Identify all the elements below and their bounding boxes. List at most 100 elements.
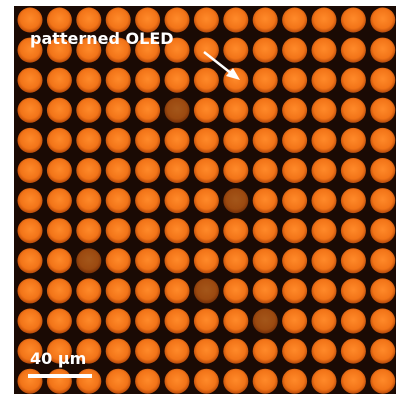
oled-pixel: [312, 38, 337, 63]
oled-pixel: [223, 8, 248, 33]
oled-pixel: [370, 158, 395, 183]
oled-pixel: [194, 218, 219, 243]
oled-pixel: [47, 128, 72, 153]
oled-pixel: [253, 8, 278, 33]
oled-pixel: [165, 369, 190, 394]
oled-pixel: [165, 188, 190, 213]
oled-pixel: [76, 188, 101, 213]
oled-pixel: [47, 188, 72, 213]
oled-pixel: [282, 218, 307, 243]
oled-pixel: [135, 278, 160, 303]
oled-pixel: [282, 188, 307, 213]
oled-pixel: [370, 98, 395, 123]
oled-pixel: [370, 369, 395, 394]
oled-pixel: [370, 278, 395, 303]
oled-pixel: [18, 68, 43, 93]
oled-pixel: [76, 369, 101, 394]
oled-pixel: [282, 158, 307, 183]
oled-pixel: [282, 68, 307, 93]
oled-pixel: [194, 158, 219, 183]
oled-pixel: [165, 128, 190, 153]
oled-pixel: [341, 339, 366, 364]
oled-pixel: [135, 128, 160, 153]
oled-pixel: [165, 309, 190, 334]
oled-pixel: [370, 339, 395, 364]
oled-pixel: [312, 218, 337, 243]
oled-pixel: [223, 128, 248, 153]
oled-pixel: [18, 218, 43, 243]
oled-pixel: [106, 339, 131, 364]
oled-pixel: [370, 309, 395, 334]
oled-pixel: [18, 128, 43, 153]
oled-pixel: [282, 8, 307, 33]
oled-pixel: [282, 38, 307, 63]
oled-pixel: [165, 98, 190, 123]
oled-pixel: [18, 98, 43, 123]
oled-pixel: [194, 309, 219, 334]
oled-pixel: [194, 278, 219, 303]
oled-pixel: [165, 248, 190, 273]
oled-pixel: [223, 158, 248, 183]
oled-pixel: [47, 278, 72, 303]
oled-pixel: [47, 218, 72, 243]
oled-pixel: [341, 369, 366, 394]
oled-pixel: [341, 158, 366, 183]
oled-pixel: [282, 309, 307, 334]
oled-pixel: [370, 8, 395, 33]
oled-pixel: [76, 98, 101, 123]
oled-pixel: [47, 248, 72, 273]
oled-pixel: [76, 158, 101, 183]
oled-pixel: [194, 188, 219, 213]
oled-pixel: [18, 188, 43, 213]
oled-pixel: [370, 188, 395, 213]
oled-pixel: [194, 8, 219, 33]
oled-pixel: [253, 248, 278, 273]
oled-pixel: [312, 8, 337, 33]
oled-pixel: [253, 98, 278, 123]
oled-pixel: [341, 309, 366, 334]
oled-pixel: [165, 218, 190, 243]
oled-pixel: [341, 278, 366, 303]
oled-pixel: [341, 8, 366, 33]
oled-pixel: [194, 248, 219, 273]
micrograph: patterned OLED 40 µm: [0, 0, 403, 394]
annotation-label: patterned OLED: [30, 29, 174, 48]
oled-pixel: [47, 309, 72, 334]
oled-pixel: [18, 158, 43, 183]
oled-pixel: [253, 339, 278, 364]
oled-pixel: [312, 278, 337, 303]
oled-pixel: [76, 68, 101, 93]
oled-pixel: [312, 188, 337, 213]
oled-pixel: [135, 248, 160, 273]
oled-pixel: [135, 309, 160, 334]
oled-pixel: [194, 68, 219, 93]
oled-pixel: [312, 158, 337, 183]
oled-pixel: [253, 188, 278, 213]
oled-pixel: [312, 339, 337, 364]
scale-bar: [28, 374, 92, 378]
oled-pixel: [106, 218, 131, 243]
oled-pixel: [282, 128, 307, 153]
oled-pixel: [282, 278, 307, 303]
oled-pixel: [165, 158, 190, 183]
oled-pixel: [253, 158, 278, 183]
oled-pixel: [135, 188, 160, 213]
oled-pixel: [223, 38, 248, 63]
oled-pixel: [312, 309, 337, 334]
oled-pixel: [282, 248, 307, 273]
oled-pixel: [253, 278, 278, 303]
oled-pixel: [253, 309, 278, 334]
oled-pixel: [106, 188, 131, 213]
oled-pixel: [223, 188, 248, 213]
oled-pixel: [370, 38, 395, 63]
oled-pixel: [253, 128, 278, 153]
oled-pixel: [165, 278, 190, 303]
oled-pixel: [253, 38, 278, 63]
oled-pixel: [106, 68, 131, 93]
oled-pixel: [312, 68, 337, 93]
oled-pixel: [312, 98, 337, 123]
oled-pixel: [312, 248, 337, 273]
oled-pixel: [223, 248, 248, 273]
oled-pixel: [76, 128, 101, 153]
oled-pixel: [18, 309, 43, 334]
